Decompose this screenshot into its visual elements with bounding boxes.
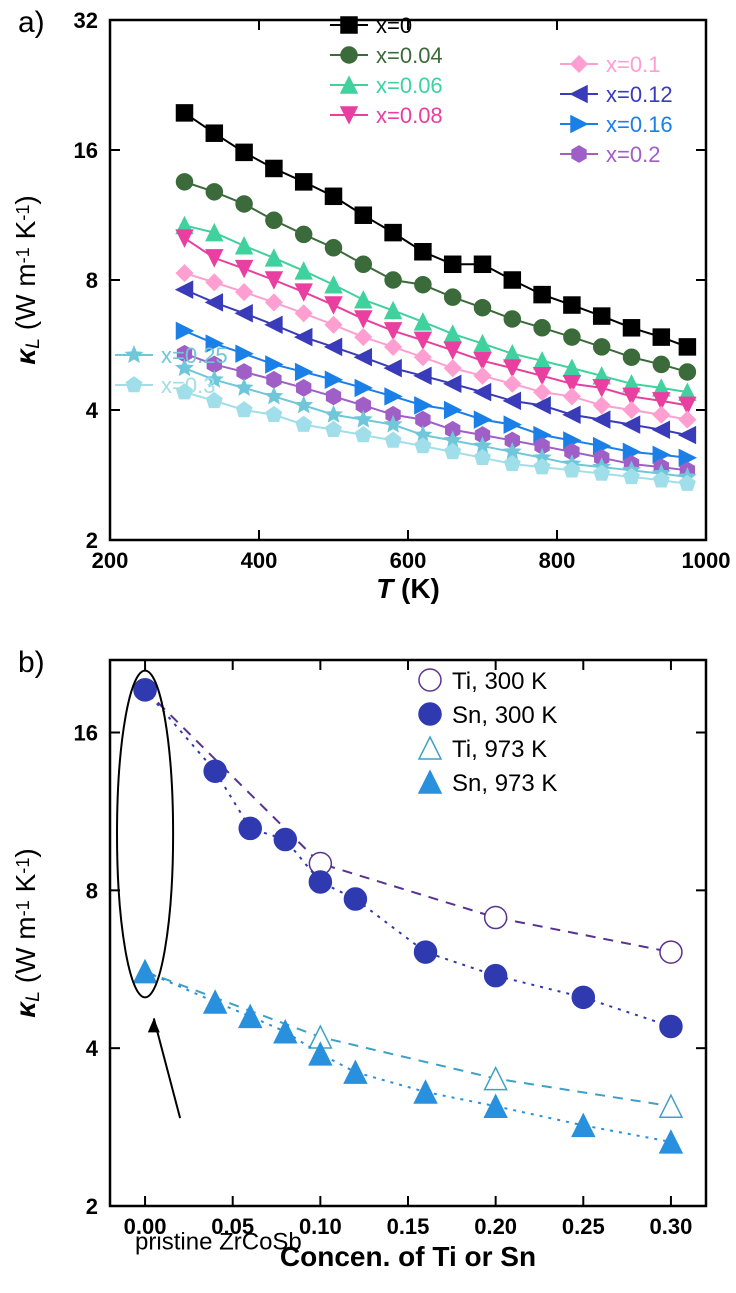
svg-text:x=0.3: x=0.3: [161, 373, 215, 398]
chart-a: 20040060080010002481632T (K)κL (W m-1 K-…: [0, 0, 736, 620]
svg-text:1000: 1000: [682, 548, 731, 573]
svg-text:800: 800: [539, 548, 576, 573]
svg-text:0.20: 0.20: [474, 1214, 517, 1239]
svg-text:4: 4: [86, 398, 99, 423]
svg-text:0.10: 0.10: [299, 1214, 342, 1239]
svg-text:x=0.1: x=0.1: [606, 52, 660, 77]
svg-text:κL (W m-1 K-1): κL (W m-1 K-1): [10, 848, 44, 1018]
svg-text:600: 600: [390, 548, 427, 573]
svg-text:Concen. of Ti or Sn: Concen. of Ti or Sn: [280, 1241, 536, 1272]
svg-text:x=0.08: x=0.08: [376, 103, 443, 128]
svg-text:Sn, 300 K: Sn, 300 K: [452, 702, 557, 729]
svg-text:x=0.04: x=0.04: [376, 43, 443, 68]
svg-text:x=0.12: x=0.12: [606, 82, 673, 107]
svg-text:32: 32: [74, 8, 98, 33]
svg-text:Ti, 300 K: Ti, 300 K: [452, 668, 547, 695]
svg-text:a): a): [18, 6, 45, 39]
figure-container: 20040060080010002481632T (K)κL (W m-1 K-…: [0, 0, 736, 1288]
svg-text:0.15: 0.15: [387, 1214, 430, 1239]
svg-text:2: 2: [86, 1194, 98, 1219]
chart-b: 0.000.050.100.150.200.250.3024816Concen.…: [0, 640, 736, 1288]
svg-text:0.25: 0.25: [562, 1214, 605, 1239]
svg-text:x=0: x=0: [376, 13, 412, 38]
panel-a: 20040060080010002481632T (K)κL (W m-1 K-…: [0, 0, 736, 620]
svg-text:400: 400: [241, 548, 278, 573]
svg-text:κL (W m-1 K-1): κL (W m-1 K-1): [10, 195, 44, 365]
svg-text:Ti, 973 K: Ti, 973 K: [452, 736, 547, 763]
svg-text:x=0.2: x=0.2: [606, 142, 660, 167]
svg-text:x=0.16: x=0.16: [606, 112, 673, 137]
svg-text:pristine ZrCoSb: pristine ZrCoSb: [135, 1228, 302, 1255]
svg-text:8: 8: [86, 878, 98, 903]
svg-text:8: 8: [86, 268, 98, 293]
svg-text:16: 16: [74, 721, 98, 746]
svg-text:T (K): T (K): [376, 573, 440, 604]
svg-text:4: 4: [86, 1036, 99, 1061]
svg-text:16: 16: [74, 138, 98, 163]
svg-text:2: 2: [86, 528, 98, 553]
panel-b: 0.000.050.100.150.200.250.3024816Concen.…: [0, 640, 736, 1288]
svg-text:b): b): [18, 646, 45, 679]
svg-text:x=0.06: x=0.06: [376, 73, 443, 98]
svg-text:x=0.25: x=0.25: [161, 343, 228, 368]
svg-text:0.30: 0.30: [650, 1214, 693, 1239]
svg-text:Sn, 973 K: Sn, 973 K: [452, 770, 557, 797]
